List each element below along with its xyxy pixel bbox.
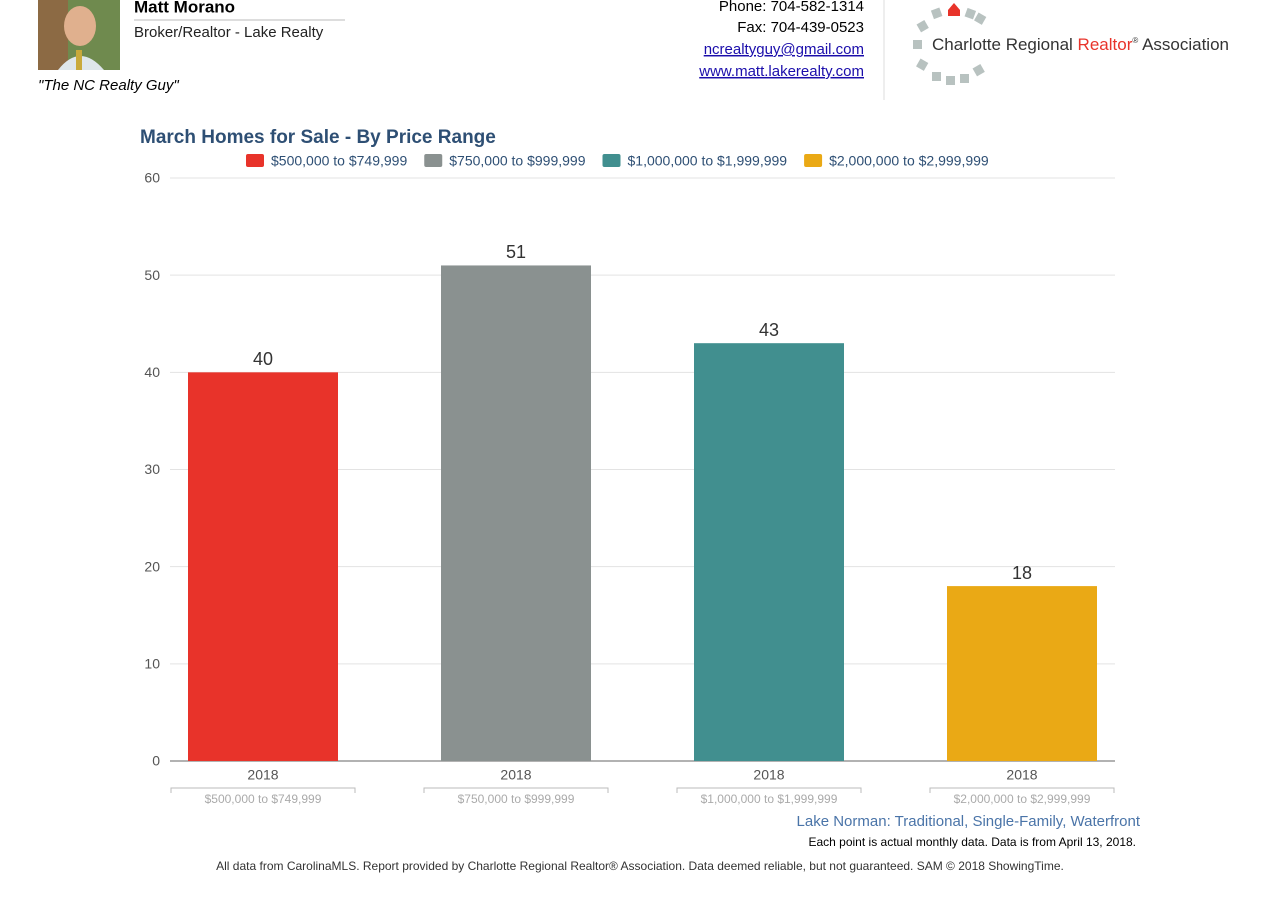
legend-swatch [804, 154, 823, 167]
data-label: 51 [506, 242, 526, 262]
group-label: $750,000 to $999,999 [458, 792, 575, 806]
y-tick-label: 60 [144, 170, 160, 186]
bar [441, 265, 591, 761]
chart-note: Each point is actual monthly data. Data … [808, 835, 1136, 849]
footer: All data from CarolinaMLS. Report provid… [216, 859, 1064, 873]
legend-label: $1,000,000 to $1,999,999 [628, 153, 788, 169]
group-bracket [423, 787, 609, 793]
x-tick-label: 2018 [753, 767, 784, 783]
phone: Phone: 704-582-1314 [719, 0, 864, 15]
fax: Fax: 704-439-0523 [737, 19, 864, 36]
group-bracket [929, 787, 1115, 793]
y-tick-label: 30 [144, 461, 160, 477]
chart-subtitle: Lake Norman: Traditional, Single-Family,… [797, 813, 1141, 830]
x-tick-label: 2018 [247, 767, 278, 783]
bar [947, 586, 1097, 761]
legend-swatch [246, 154, 264, 167]
website-link[interactable]: www.matt.lakerealty.com [698, 63, 864, 80]
y-tick-label: 20 [144, 558, 160, 574]
photo [38, 0, 120, 70]
bar [694, 343, 844, 761]
legend-label: $500,000 to $749,999 [271, 153, 407, 169]
agent-role: Broker/Realtor - Lake Realty [134, 24, 324, 41]
bar [188, 372, 338, 761]
y-tick-label: 50 [144, 267, 160, 283]
y-tick-label: 40 [144, 364, 160, 380]
legend-label: $2,000,000 to $2,999,999 [829, 153, 989, 169]
group-bracket [676, 787, 862, 793]
y-tick-label: 0 [152, 753, 160, 769]
legend-label: $750,000 to $999,999 [449, 153, 585, 169]
logo-mark [913, 3, 987, 85]
logo-text: Charlotte Regional Realtor® Association [932, 30, 1229, 54]
group-label: $2,000,000 to $2,999,999 [954, 792, 1091, 806]
email-link[interactable]: ncrealtyguy@gmail.com [704, 41, 864, 58]
x-tick-label: 2018 [500, 767, 531, 783]
tagline: "The NC Realty Guy" [38, 77, 179, 94]
legend-swatch [602, 154, 621, 167]
legend-swatch [424, 154, 443, 167]
y-tick-label: 10 [144, 656, 160, 672]
group-label: $500,000 to $749,999 [205, 792, 322, 806]
group-bracket [170, 787, 356, 793]
agent-name: Matt Morano [134, 0, 235, 16]
data-label: 18 [1012, 563, 1032, 583]
data-label: 43 [759, 320, 779, 340]
x-tick-label: 2018 [1006, 767, 1037, 783]
data-label: 40 [253, 349, 273, 369]
chart-title: March Homes for Sale - By Price Range [140, 127, 496, 148]
group-label: $1,000,000 to $1,999,999 [701, 792, 838, 806]
